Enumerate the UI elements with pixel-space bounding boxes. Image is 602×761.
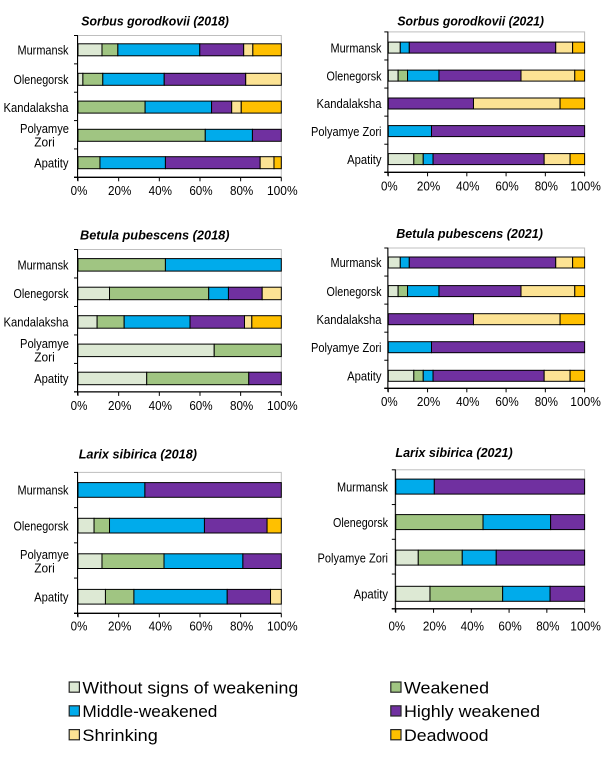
svg-text:20%: 20% (108, 619, 131, 634)
svg-text:20%: 20% (108, 183, 131, 198)
svg-text:100%: 100% (267, 183, 298, 198)
svg-text:Apatity: Apatity (34, 589, 69, 604)
svg-text:Polyamye: Polyamye (20, 336, 69, 351)
svg-text:Murmansk: Murmansk (18, 43, 69, 58)
svg-text:Shrinking: Shrinking (82, 726, 157, 745)
svg-text:0%: 0% (381, 179, 398, 194)
svg-text:Olenegorsk: Olenegorsk (14, 286, 69, 301)
svg-text:100%: 100% (570, 394, 601, 409)
svg-text:60%: 60% (189, 619, 212, 634)
svg-text:Zori: Zori (34, 560, 55, 575)
svg-text:Larix sibirica (2018): Larix sibirica (2018) (79, 446, 198, 461)
svg-text:60%: 60% (495, 394, 518, 409)
svg-text:20%: 20% (423, 619, 446, 634)
svg-text:80%: 80% (535, 179, 558, 194)
svg-text:Kandalaksha: Kandalaksha (4, 100, 70, 115)
svg-text:Olenegorsk: Olenegorsk (333, 515, 388, 530)
svg-text:80%: 80% (230, 183, 253, 198)
svg-text:Murmansk: Murmansk (18, 483, 69, 498)
svg-text:20%: 20% (417, 179, 440, 194)
svg-text:Olenegorsk: Olenegorsk (14, 518, 69, 533)
svg-text:0%: 0% (71, 183, 88, 198)
svg-text:20%: 20% (417, 394, 440, 409)
svg-text:Murmansk: Murmansk (18, 258, 69, 273)
svg-text:60%: 60% (495, 179, 518, 194)
svg-text:Olenegorsk: Olenegorsk (14, 72, 69, 87)
svg-text:Apatity: Apatity (354, 587, 389, 602)
svg-text:40%: 40% (149, 183, 172, 198)
svg-text:Apatity: Apatity (34, 155, 69, 170)
svg-text:Larix sibirica (2021): Larix sibirica (2021) (395, 445, 513, 460)
svg-text:60%: 60% (498, 619, 521, 634)
svg-text:40%: 40% (149, 619, 172, 634)
svg-text:Sorbus gorodkovii (2018): Sorbus gorodkovii (2018) (81, 13, 229, 28)
svg-text:Betula pubescens (2021): Betula pubescens (2021) (396, 226, 543, 241)
svg-text:100%: 100% (267, 398, 298, 413)
svg-text:40%: 40% (456, 179, 479, 194)
svg-text:40%: 40% (461, 619, 484, 634)
svg-text:80%: 80% (230, 398, 253, 413)
svg-text:Sorbus gorodkovii (2021): Sorbus gorodkovii (2021) (397, 13, 544, 28)
svg-text:40%: 40% (456, 394, 479, 409)
svg-text:100%: 100% (570, 179, 601, 194)
svg-text:Betula pubescens (2018): Betula pubescens (2018) (80, 227, 230, 242)
svg-text:100%: 100% (570, 619, 601, 634)
svg-text:0%: 0% (388, 619, 405, 634)
svg-text:Apatity: Apatity (347, 369, 382, 384)
svg-text:80%: 80% (535, 394, 558, 409)
svg-text:Highly weakened: Highly weakened (404, 702, 540, 721)
svg-text:Deadwood: Deadwood (404, 726, 489, 745)
svg-text:0%: 0% (381, 394, 398, 409)
svg-text:Murmansk: Murmansk (337, 479, 388, 494)
svg-text:Polyamye Zori: Polyamye Zori (311, 340, 382, 355)
svg-text:Zori: Zori (34, 134, 55, 149)
svg-text:40%: 40% (149, 398, 172, 413)
svg-text:Middle-weakened: Middle-weakened (82, 702, 217, 721)
svg-text:20%: 20% (108, 398, 131, 413)
svg-text:100%: 100% (267, 619, 298, 634)
svg-text:Murmansk: Murmansk (331, 40, 382, 55)
svg-text:Apatity: Apatity (34, 371, 69, 386)
svg-text:0%: 0% (71, 619, 88, 634)
svg-text:Without signs of weakening: Without signs of weakening (82, 678, 298, 697)
svg-text:Polyamye Zori: Polyamye Zori (318, 550, 389, 565)
svg-text:Polyamye Zori: Polyamye Zori (311, 124, 382, 139)
svg-text:Murmansk: Murmansk (331, 255, 382, 270)
svg-text:Kandalaksha: Kandalaksha (317, 312, 383, 327)
svg-text:Polyamye: Polyamye (20, 547, 69, 562)
svg-text:Kandalaksha: Kandalaksha (4, 315, 70, 330)
svg-text:80%: 80% (230, 619, 253, 634)
svg-text:Weakened: Weakened (404, 678, 489, 697)
svg-text:Zori: Zori (34, 349, 55, 364)
svg-text:Polyamye: Polyamye (20, 121, 69, 136)
svg-text:Olenegorsk: Olenegorsk (327, 284, 382, 299)
svg-text:0%: 0% (71, 398, 88, 413)
svg-text:80%: 80% (536, 619, 559, 634)
svg-text:60%: 60% (189, 398, 212, 413)
svg-text:60%: 60% (189, 183, 212, 198)
svg-text:Apatity: Apatity (347, 152, 382, 167)
svg-text:Olenegorsk: Olenegorsk (327, 68, 382, 83)
svg-text:Kandalaksha: Kandalaksha (317, 96, 383, 111)
